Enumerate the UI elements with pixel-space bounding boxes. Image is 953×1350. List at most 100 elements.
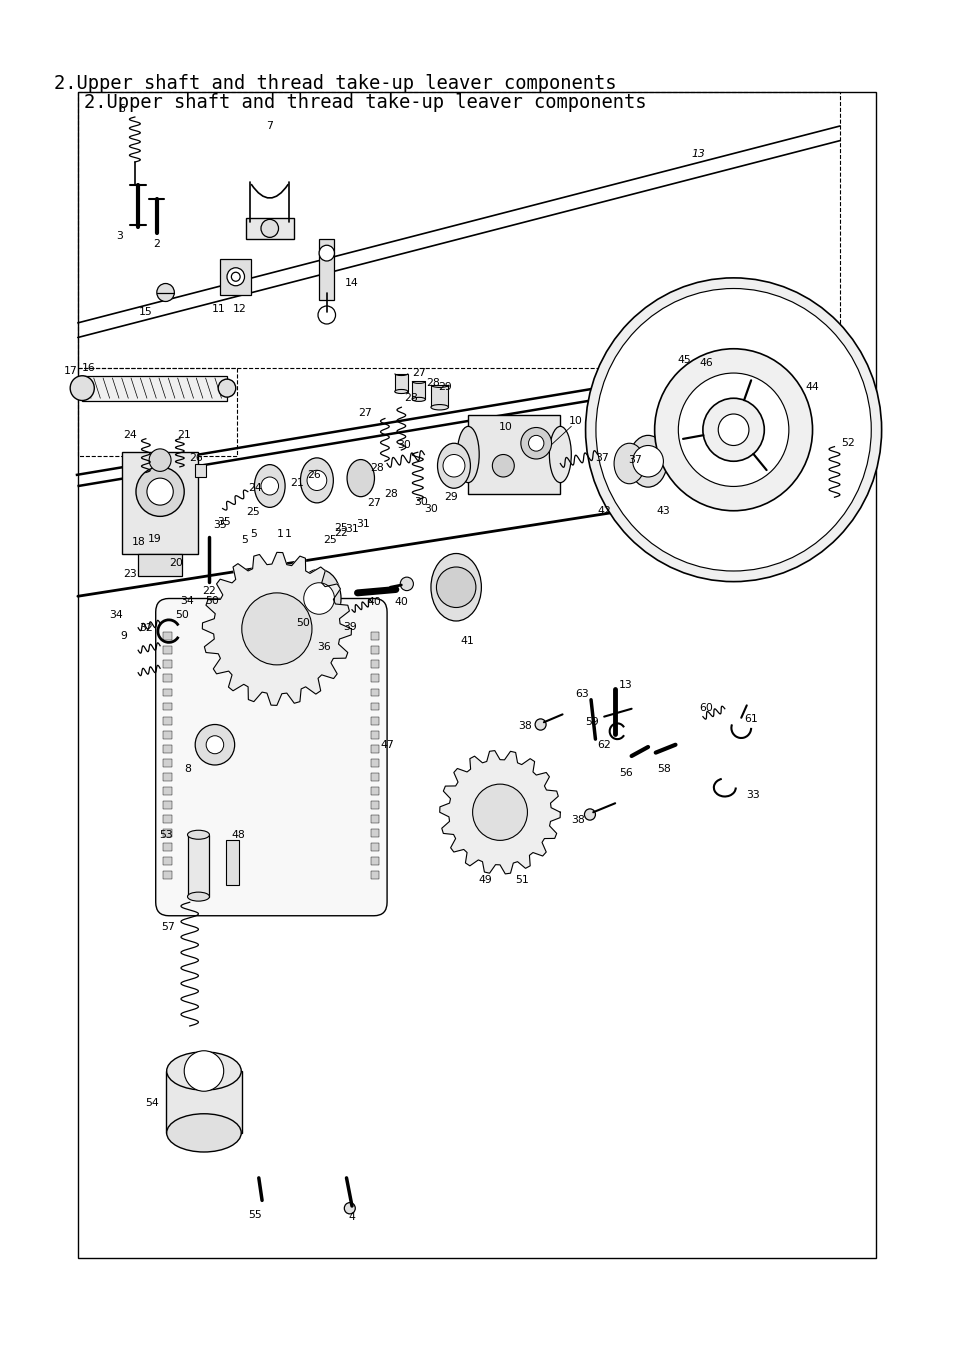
Circle shape <box>318 246 335 261</box>
Circle shape <box>654 348 812 510</box>
Ellipse shape <box>188 892 210 902</box>
Circle shape <box>344 1203 355 1214</box>
Bar <box>163 759 172 767</box>
Polygon shape <box>202 552 351 705</box>
Text: 1: 1 <box>285 529 292 540</box>
Text: 55: 55 <box>249 1210 262 1220</box>
Text: 24: 24 <box>124 431 137 440</box>
Bar <box>412 382 425 400</box>
Text: 47: 47 <box>380 740 394 749</box>
Circle shape <box>596 289 870 571</box>
Ellipse shape <box>431 554 481 621</box>
Bar <box>78 369 236 456</box>
Text: 45: 45 <box>677 355 690 364</box>
Text: 18: 18 <box>132 537 145 547</box>
Text: 42: 42 <box>597 506 611 516</box>
Ellipse shape <box>437 443 470 489</box>
Circle shape <box>317 306 335 324</box>
Ellipse shape <box>300 458 333 504</box>
Circle shape <box>702 398 763 462</box>
Circle shape <box>307 470 327 490</box>
Bar <box>163 632 172 640</box>
Circle shape <box>232 273 240 281</box>
Bar <box>371 647 379 655</box>
Ellipse shape <box>431 405 448 410</box>
Text: 7: 7 <box>266 122 273 131</box>
Ellipse shape <box>549 427 571 483</box>
Text: 35: 35 <box>216 517 231 526</box>
Text: 59: 59 <box>584 717 598 728</box>
Text: 36: 36 <box>317 641 331 652</box>
Text: 10: 10 <box>498 423 512 432</box>
Circle shape <box>149 448 171 471</box>
Text: 20: 20 <box>170 558 183 567</box>
Circle shape <box>442 455 464 477</box>
Text: 1: 1 <box>277 529 284 540</box>
Bar <box>78 92 839 369</box>
Bar <box>371 717 379 725</box>
Text: 63: 63 <box>575 688 589 699</box>
Bar <box>371 772 379 780</box>
Text: 50: 50 <box>205 595 218 606</box>
Text: 34: 34 <box>180 595 194 606</box>
Bar <box>371 829 379 837</box>
Text: 31: 31 <box>345 524 358 533</box>
Circle shape <box>218 379 235 397</box>
Text: 50: 50 <box>295 618 310 628</box>
Bar <box>163 857 172 865</box>
Circle shape <box>261 477 278 495</box>
Text: 26: 26 <box>190 452 203 463</box>
Text: 10: 10 <box>568 416 582 425</box>
Bar <box>163 717 172 725</box>
Text: 61: 61 <box>743 714 758 724</box>
Bar <box>78 92 875 1258</box>
Text: 25: 25 <box>323 535 336 545</box>
Bar <box>468 416 559 494</box>
Bar <box>82 375 227 401</box>
Text: 57: 57 <box>161 922 174 931</box>
Bar <box>371 675 379 682</box>
Ellipse shape <box>167 1052 241 1091</box>
Bar <box>163 730 172 738</box>
Bar <box>371 660 379 668</box>
Circle shape <box>678 373 788 486</box>
Text: 51: 51 <box>515 875 528 884</box>
Text: 30: 30 <box>423 504 437 513</box>
Text: 38: 38 <box>517 721 532 730</box>
Bar <box>195 463 206 477</box>
Bar <box>163 844 172 850</box>
Text: 4: 4 <box>348 1212 355 1222</box>
Ellipse shape <box>628 435 666 487</box>
Text: 25: 25 <box>334 522 348 533</box>
Bar <box>163 688 172 697</box>
Text: 38: 38 <box>571 815 584 825</box>
Text: 31: 31 <box>355 520 370 529</box>
Circle shape <box>535 718 545 730</box>
Text: 21: 21 <box>177 431 191 440</box>
Circle shape <box>400 578 413 591</box>
Bar <box>371 857 379 865</box>
Text: 28: 28 <box>426 378 440 387</box>
Circle shape <box>227 267 244 286</box>
Ellipse shape <box>188 830 210 840</box>
Text: 28: 28 <box>404 393 417 404</box>
Bar <box>371 871 379 879</box>
Text: 15: 15 <box>139 306 152 317</box>
Circle shape <box>584 809 595 821</box>
Text: 8: 8 <box>184 764 191 775</box>
Bar <box>138 554 182 576</box>
Bar <box>163 815 172 824</box>
Circle shape <box>303 583 335 614</box>
Text: 29: 29 <box>443 493 457 502</box>
Bar <box>371 632 379 640</box>
Text: 2: 2 <box>153 239 160 250</box>
Bar <box>163 660 172 668</box>
Bar <box>163 829 172 837</box>
Text: 30: 30 <box>397 440 411 451</box>
Bar <box>226 840 239 886</box>
Circle shape <box>528 435 543 451</box>
Text: 30: 30 <box>414 497 428 506</box>
Circle shape <box>520 428 551 459</box>
Circle shape <box>585 278 881 582</box>
Text: 21: 21 <box>290 478 304 487</box>
